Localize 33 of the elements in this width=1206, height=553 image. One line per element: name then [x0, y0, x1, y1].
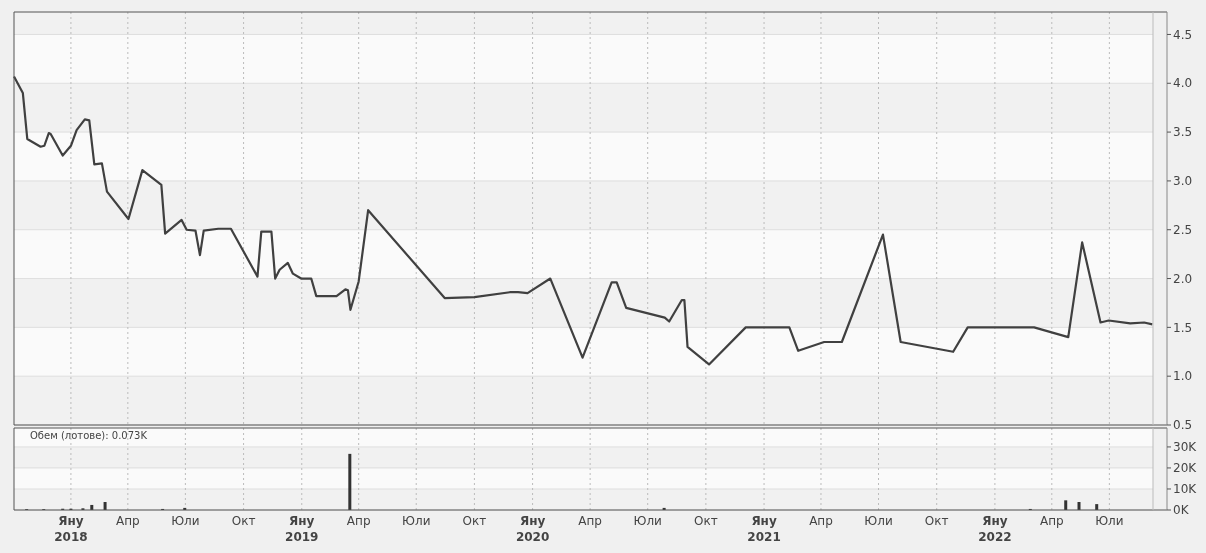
- x-tick-label: Апр: [1039, 514, 1064, 528]
- x-tick-label: Апр: [116, 514, 140, 528]
- x-tick-label: Яну 2020: [515, 514, 550, 544]
- x-tick-label: Юли: [1095, 514, 1124, 528]
- y-tick-label: 4.0: [1173, 76, 1193, 91]
- y-tick-label: 0.5: [1173, 418, 1193, 433]
- x-tick-label: Яну 2018: [54, 514, 88, 544]
- x-tick-label: Окт: [694, 514, 718, 528]
- x-tick-label: Юли: [633, 514, 662, 528]
- x-tick-label: Яну 2019: [285, 514, 319, 544]
- x-tick-label: Юли: [402, 514, 431, 528]
- y-tick-label: 20K: [1173, 461, 1198, 476]
- annotation: Обем (лотове): 0.073K: [30, 430, 148, 441]
- x-tick-label: Юли: [171, 514, 200, 528]
- x-tick-label: Яну 2021: [747, 514, 781, 544]
- x-tick-label: Юли: [864, 514, 893, 528]
- y-tick-label: 2.5: [1173, 222, 1193, 237]
- x-tick-label: Апр: [809, 514, 833, 528]
- x-tick-label: Апр: [346, 514, 371, 528]
- y-tick-label: 30K: [1173, 440, 1198, 455]
- y-tick-label: 0K: [1173, 503, 1190, 518]
- y-tick-label: 2.0: [1173, 271, 1193, 286]
- x-tick-label: Окт: [231, 514, 256, 528]
- x-tick-label: Окт: [924, 514, 949, 528]
- x-tick-label: Окт: [462, 514, 487, 528]
- y-tick-label: 4.5: [1173, 27, 1193, 42]
- y-tick-label: 1.0: [1173, 369, 1193, 384]
- y-tick-label: 3.5: [1173, 125, 1193, 140]
- x-tick-label: Апр: [578, 514, 602, 528]
- y-tick-label: 1.5: [1173, 320, 1193, 335]
- x-tick-label: Яну 2022: [978, 514, 1012, 544]
- y-tick-label: 10K: [1173, 482, 1198, 497]
- y-tick-label: 3.0: [1173, 174, 1193, 189]
